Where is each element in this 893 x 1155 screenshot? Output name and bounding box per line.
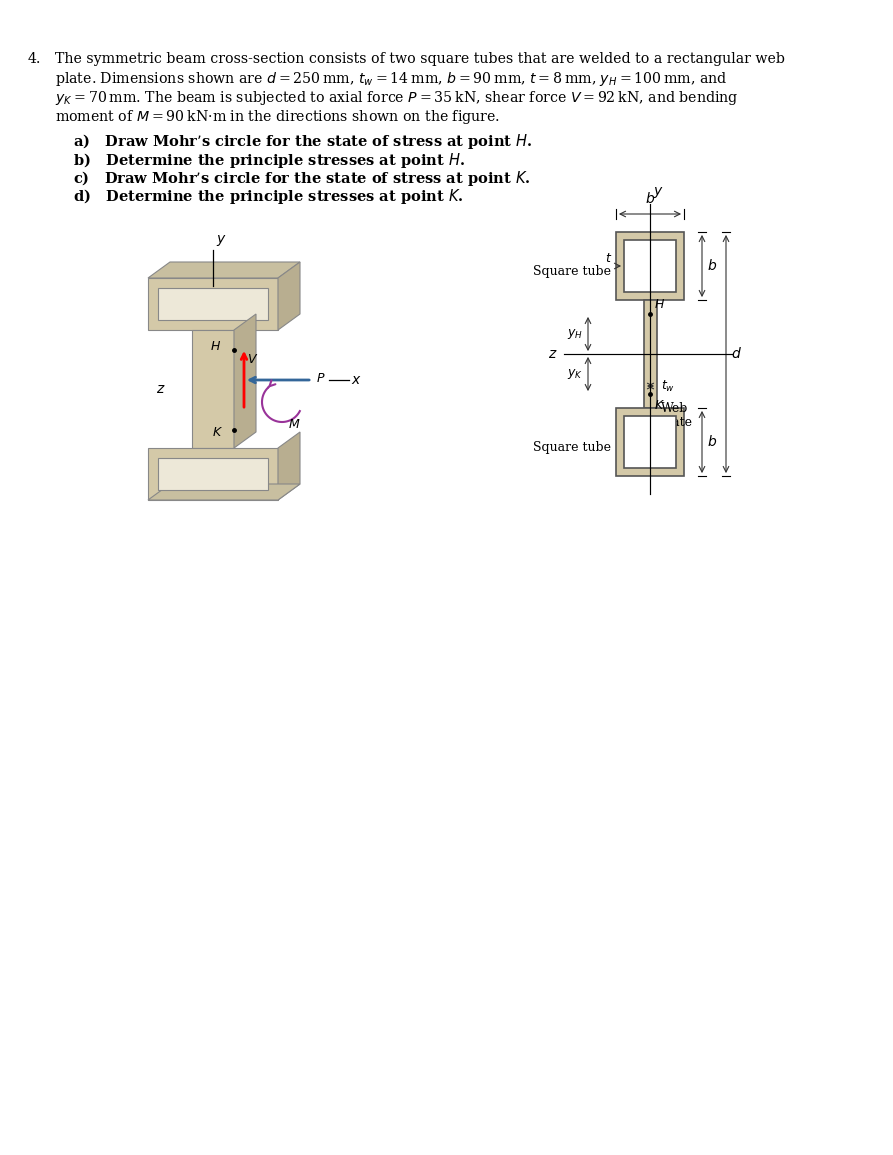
Text: d)   Determine the principle stresses at point $K$.: d) Determine the principle stresses at p… <box>73 187 463 207</box>
Polygon shape <box>616 408 684 476</box>
Text: $H$: $H$ <box>210 341 221 353</box>
Text: plate. Dimensions shown are $d$ = 250 mm, $t_w$ = 14 mm, $b$ = 90 mm, $t$ = 8 mm: plate. Dimensions shown are $d$ = 250 mm… <box>55 70 728 89</box>
Polygon shape <box>278 262 300 330</box>
Text: $b$: $b$ <box>707 259 717 274</box>
Text: Web: Web <box>661 402 689 415</box>
Polygon shape <box>616 232 684 300</box>
Text: $y_K$: $y_K$ <box>567 367 583 381</box>
Text: $y_K$ = 70 mm. The beam is subjected to axial force $P$ = 35 kN, shear force $V$: $y_K$ = 70 mm. The beam is subjected to … <box>55 89 739 107</box>
Text: $y$: $y$ <box>216 233 227 248</box>
Text: moment of $M$ = 90 kN·m in the directions shown on the figure.: moment of $M$ = 90 kN·m in the direction… <box>55 107 500 126</box>
Text: $y$: $y$ <box>653 185 663 200</box>
Text: $K$: $K$ <box>654 398 665 412</box>
Text: 4.: 4. <box>28 52 41 66</box>
Polygon shape <box>644 300 657 408</box>
Text: Square tube: Square tube <box>533 441 611 455</box>
Polygon shape <box>148 262 300 278</box>
Text: b)   Determine the principle stresses at point $H$.: b) Determine the principle stresses at p… <box>73 150 465 170</box>
Text: plate: plate <box>661 416 693 429</box>
Polygon shape <box>278 432 300 500</box>
Polygon shape <box>624 240 676 292</box>
Text: $P$: $P$ <box>316 373 326 386</box>
Text: $b$: $b$ <box>707 434 717 449</box>
Polygon shape <box>148 484 300 500</box>
Polygon shape <box>158 459 268 490</box>
Text: $y_H$: $y_H$ <box>567 327 583 341</box>
Text: $t_w$: $t_w$ <box>661 379 675 394</box>
Polygon shape <box>192 330 234 448</box>
Text: $b$: $b$ <box>645 191 655 206</box>
Text: $V$: $V$ <box>247 353 258 366</box>
Polygon shape <box>148 278 278 330</box>
Text: $z$: $z$ <box>548 346 558 362</box>
Text: The symmetric beam cross-section consists of two square tubes that are welded to: The symmetric beam cross-section consist… <box>55 52 785 66</box>
Text: $H$: $H$ <box>654 298 665 312</box>
Text: $M$: $M$ <box>288 417 300 431</box>
Text: $x$: $x$ <box>351 373 362 387</box>
Polygon shape <box>234 314 256 448</box>
Text: $K$: $K$ <box>212 425 223 439</box>
Polygon shape <box>148 448 278 500</box>
Polygon shape <box>624 416 676 468</box>
Text: $z$: $z$ <box>156 382 165 396</box>
Text: $t$: $t$ <box>605 252 612 264</box>
Text: a)   Draw Mohr’s circle for the state of stress at point $H$.: a) Draw Mohr’s circle for the state of s… <box>73 132 532 151</box>
Polygon shape <box>158 288 268 320</box>
Text: c)   Draw Mohr’s circle for the state of stress at point $K$.: c) Draw Mohr’s circle for the state of s… <box>73 169 530 188</box>
Text: $d$: $d$ <box>731 346 742 362</box>
Text: Square tube: Square tube <box>533 266 611 278</box>
